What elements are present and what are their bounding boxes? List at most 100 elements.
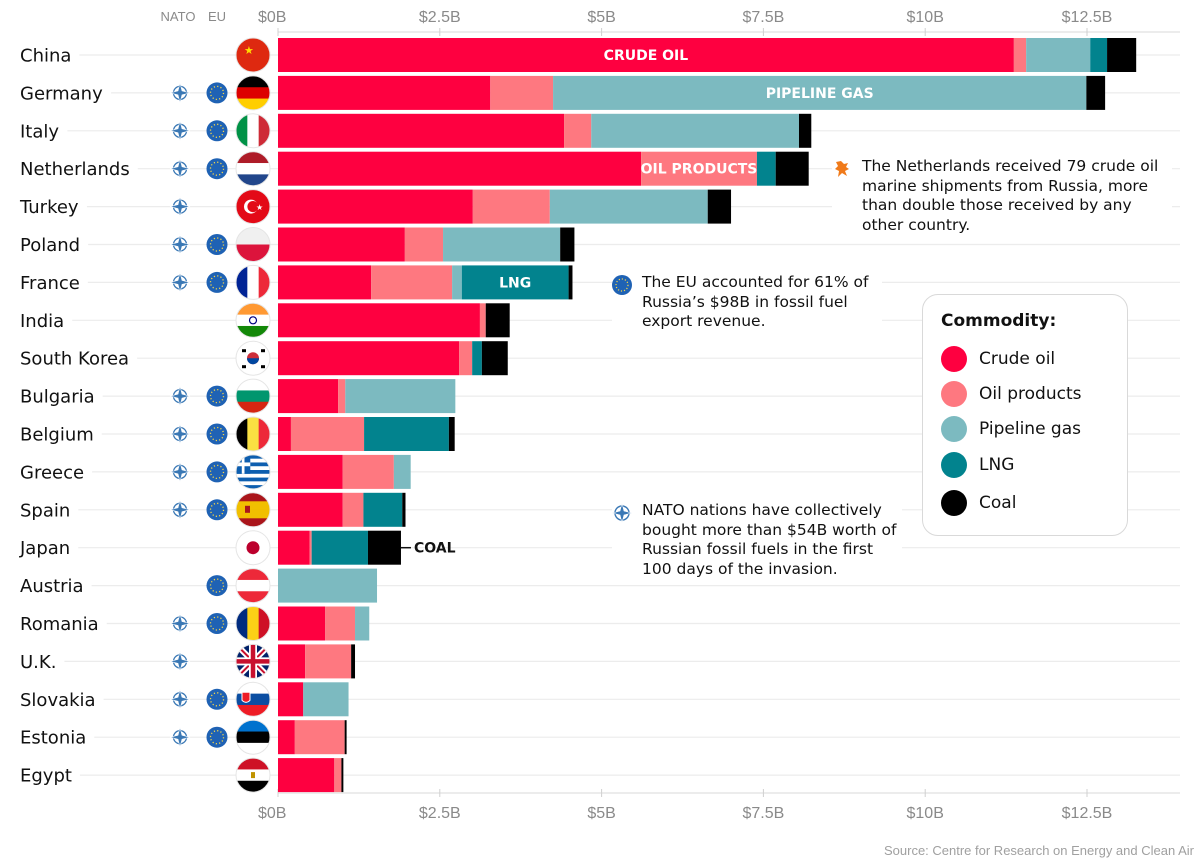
country-label: Turkey [19,197,79,218]
china-flag: ★ [236,38,270,72]
legend-item-coal: Coal [941,489,1016,517]
bar-segment-belgium-coal [448,417,455,451]
row-spain: Spain [18,492,406,528]
x-axis-bottom: $0B $2.5B $5B $7.5B $10B $12.5B [258,789,1180,822]
bar-segment-romania-crude [278,606,326,641]
x-tick-label-top: $2.5B [419,9,461,26]
nato-icon [169,727,191,748]
legend-label: Oil products [979,384,1082,404]
eu-icon [206,688,228,710]
bar-segment-poland-coal [560,227,575,262]
nato-icon [169,158,191,179]
callout-label-coal: COAL [414,541,456,557]
belgium-flag [236,417,270,451]
bar-segment-france-coal [568,265,573,300]
x-tick-label-top: $12.5B [1062,9,1113,26]
nato-icon [169,272,191,293]
row-estonia: Estonia [18,719,347,755]
eu-icon [206,234,228,255]
bar-segment-turkey-oil [472,189,550,224]
lng-swatch [941,452,967,478]
bar-segment-italy-oil [564,113,592,148]
row-egypt: Egypt [18,757,344,793]
bar-segment-romania-oil [325,606,356,641]
eu-icon [206,575,228,597]
nato-column-header: NATO [161,9,196,24]
netherlands-annotation: The Netherlands received 79 crude oil ma… [832,157,1172,235]
eu-annotation: The EU accounted for 61% of Russia’s $98… [612,273,882,332]
legend-title: Commodity: [941,311,1057,331]
coal-swatch [941,490,967,516]
bar-segment-germany-coal [1086,75,1106,110]
eu-icon [206,423,228,445]
bar-segment-poland-pipeline [443,227,561,262]
south-korea-flag [236,341,270,376]
bar-segment-bulgaria-pipeline [345,379,456,414]
country-label: U.K. [20,652,56,673]
uk-flag [236,644,270,679]
row-turkey: Turkey ★ [17,189,732,225]
japan-flag [236,530,270,565]
country-label: Germany [20,83,103,104]
row-poland: Poland [18,227,575,262]
poland-flag [236,227,270,262]
bar-segment-france-crude [278,265,372,300]
bar-segment-china-oil [1013,38,1027,72]
bar-segment-u-k-coal [351,644,356,679]
bar-segment-spain-oil [342,492,364,527]
bar-segment-france-pipeline [452,265,462,300]
bar-segment-india-crude [278,303,480,338]
turkey-flag: ★ [236,189,270,224]
bar-segment-greece-pipeline [393,454,411,489]
nato-icon [169,689,191,710]
bar-segment-japan-coal [367,530,401,565]
bar-segment-estonia-crude [278,720,295,755]
country-label: India [20,311,64,332]
nato-icon [169,461,191,482]
source-note: Source: Centre for Research on Energy an… [883,843,1194,858]
nato-annotation-text: NATO nations have collectively bought mo… [642,501,897,578]
row-japan: Japan [17,530,401,566]
india-flag [236,303,270,338]
bar-segment-spain-lng [363,492,403,527]
bar-segment-poland-crude [278,227,405,262]
row-belgium: Belgium [18,416,455,452]
bar-segment-u-k-crude [278,644,306,679]
country-label: Romania [20,614,99,635]
pipeline-gas-swatch [941,416,967,442]
bar-segment-poland-oil [404,227,444,262]
bar-segment-belgium-crude [278,417,291,451]
bar-segment-france-oil [371,265,453,300]
bar-segment-netherlands-lng [756,151,776,186]
country-label: Austria [20,576,84,597]
row-france: France [18,264,573,300]
row-greece: Greece [18,454,411,490]
country-label: Poland [20,235,80,256]
row-netherlands: Netherlands [18,151,809,187]
bar-segment-japan-lng [311,530,368,565]
nato-icon [169,386,191,407]
crude-oil-swatch [941,346,967,372]
row-romania: Romania [18,606,370,641]
country-label: Japan [19,538,70,559]
bar-segment-bulgaria-crude [278,379,339,414]
country-label: Greece [20,462,84,483]
x-tick-label-bottom: $0B [258,805,286,822]
x-tick-label-bottom: $2.5B [419,805,461,822]
bar-segment-china-crude [278,38,1014,72]
bar-segment-estonia-oil [294,720,345,755]
eu-icon [206,385,228,407]
bar-segment-belgium-oil [290,417,365,451]
eu-icon [206,271,228,293]
legend-item-crude-oil: Crude oil [941,345,1055,373]
row-italy: Italy [18,113,812,149]
eu-icon [206,726,228,748]
france-flag [236,265,270,300]
segment-label-pipeline-gas: PIPELINE GAS [766,86,874,102]
bar-segment-slovakia-pipeline [303,682,349,717]
bar-segment-bulgaria-oil [338,379,346,414]
bar-segment-spain-crude [278,492,343,527]
bar-segment-italy-pipeline [591,113,799,148]
netherlands-annotation-text: The Netherlands received 79 crude oil ma… [862,157,1159,234]
